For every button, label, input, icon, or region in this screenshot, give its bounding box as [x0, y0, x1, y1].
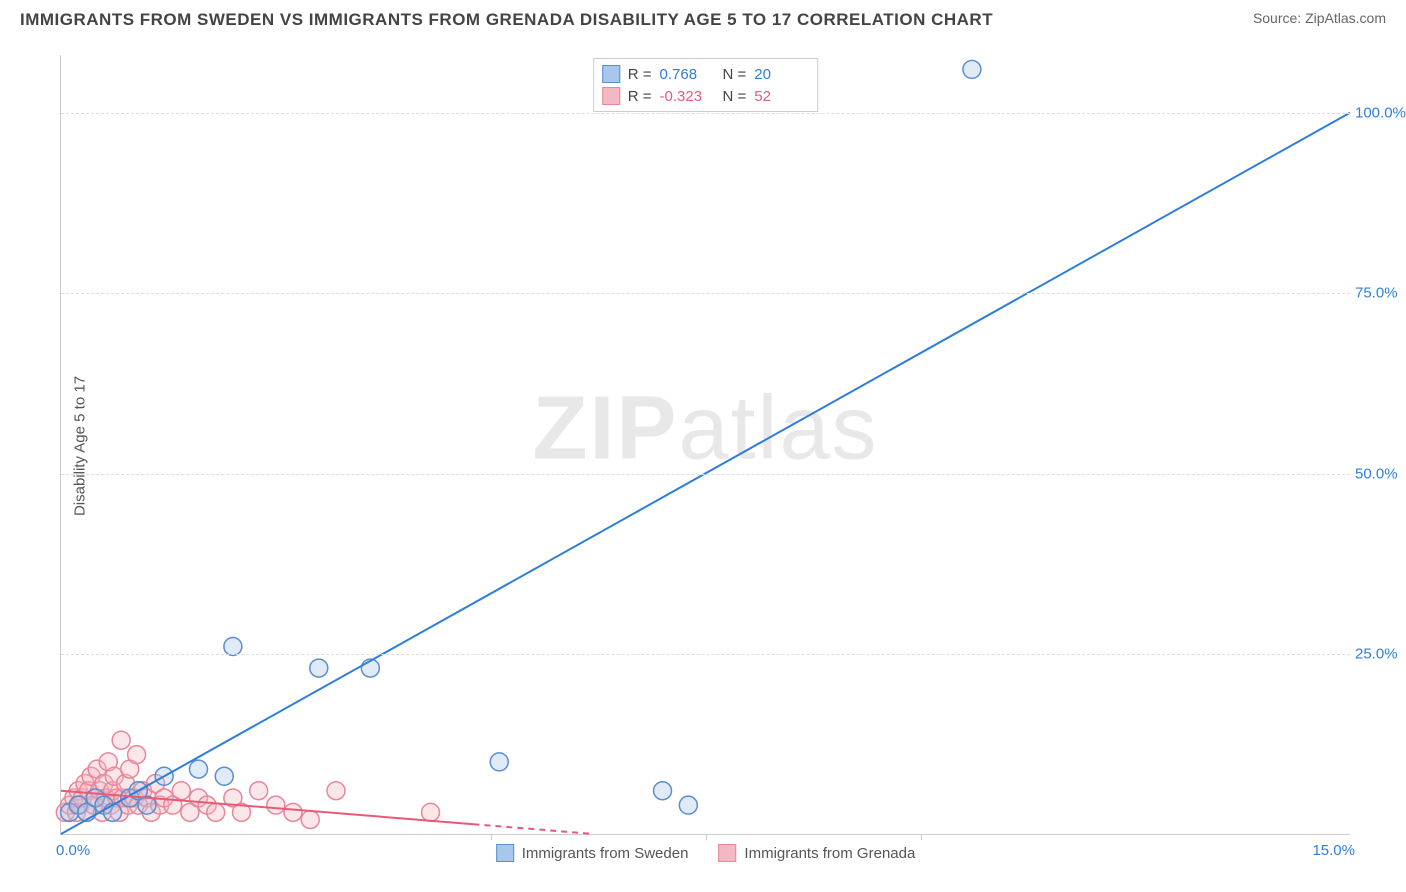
x-end-label: 15.0%	[1312, 842, 1355, 859]
legend-row-sweden: R = 0.768 N = 20	[602, 63, 810, 85]
data-point	[310, 659, 328, 677]
legend-label-grenada: Immigrants from Grenada	[744, 845, 915, 862]
data-point	[284, 803, 302, 821]
series-legend: Immigrants from Sweden Immigrants from G…	[496, 844, 916, 862]
x-origin-label: 0.0%	[56, 842, 90, 859]
data-point	[207, 803, 225, 821]
legend-item-grenada: Immigrants from Grenada	[718, 844, 915, 862]
x-tick-mark	[491, 834, 492, 840]
data-point	[679, 796, 697, 814]
legend-row-grenada: R = -0.323 N = 52	[602, 85, 810, 107]
y-tick-label: 50.0%	[1355, 465, 1406, 482]
r-value-sweden: 0.768	[660, 66, 715, 83]
gridline	[61, 654, 1350, 655]
swatch-sweden-icon	[496, 844, 514, 862]
r-label: R =	[628, 88, 652, 105]
chart-header: IMMIGRANTS FROM SWEDEN VS IMMIGRANTS FRO…	[0, 0, 1406, 35]
data-point	[267, 796, 285, 814]
data-point	[172, 782, 190, 800]
y-tick-label: 75.0%	[1355, 285, 1406, 302]
data-point	[654, 782, 672, 800]
gridline	[61, 474, 1350, 475]
data-point	[963, 60, 981, 78]
x-tick-mark	[921, 834, 922, 840]
n-value-grenada: 52	[754, 88, 809, 105]
data-point	[327, 782, 345, 800]
swatch-grenada	[602, 87, 620, 105]
chart-title: IMMIGRANTS FROM SWEDEN VS IMMIGRANTS FRO…	[20, 10, 993, 30]
y-tick-label: 100.0%	[1355, 104, 1406, 121]
gridline	[61, 113, 1350, 114]
r-label: R =	[628, 66, 652, 83]
plot-svg	[61, 55, 1350, 834]
gridline	[61, 293, 1350, 294]
swatch-sweden	[602, 65, 620, 83]
data-point	[301, 811, 319, 829]
n-value-sweden: 20	[754, 66, 809, 83]
y-tick-label: 25.0%	[1355, 646, 1406, 663]
data-point	[422, 803, 440, 821]
data-point	[128, 746, 146, 764]
r-value-grenada: -0.323	[660, 88, 715, 105]
data-point	[490, 753, 508, 771]
chart-plot-area: ZIPatlas R = 0.768 N = 20 R = -0.323 N =…	[60, 55, 1350, 835]
swatch-grenada-icon	[718, 844, 736, 862]
source-label: Source: ZipAtlas.com	[1253, 10, 1386, 26]
n-label: N =	[723, 66, 747, 83]
legend-item-sweden: Immigrants from Sweden	[496, 844, 689, 862]
correlation-legend: R = 0.768 N = 20 R = -0.323 N = 52	[593, 58, 819, 112]
legend-label-sweden: Immigrants from Sweden	[522, 845, 689, 862]
x-tick-mark	[706, 834, 707, 840]
data-point	[112, 731, 130, 749]
data-point	[250, 782, 268, 800]
data-point	[215, 767, 233, 785]
data-point	[190, 760, 208, 778]
regression-line-dashed	[473, 824, 593, 834]
data-point	[224, 637, 242, 655]
n-label: N =	[723, 88, 747, 105]
